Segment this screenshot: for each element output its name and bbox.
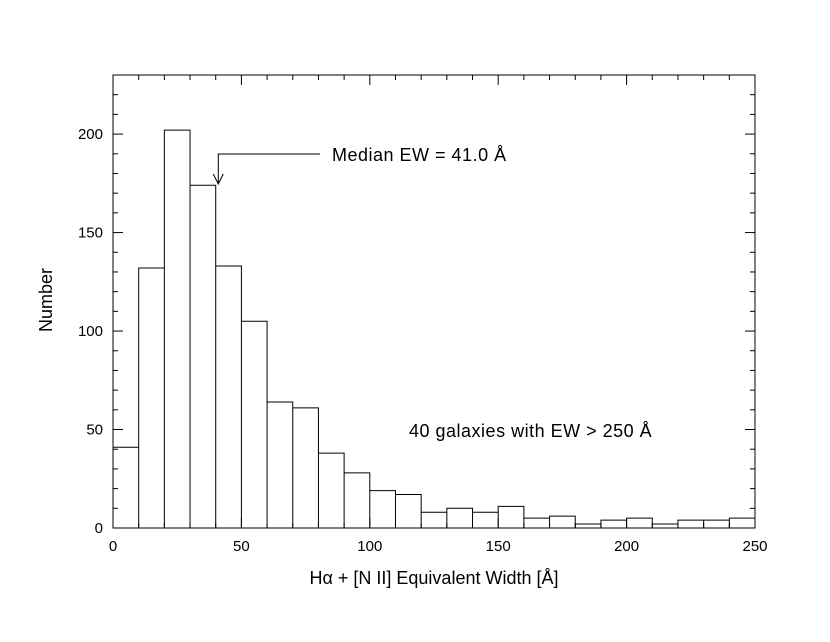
axis-ticks [112,74,756,529]
histogram-bar [550,516,576,528]
histogram-bar [627,518,653,528]
x-axis-label: Hα + [N II] Equivalent Width [Å] [309,568,558,588]
histogram-bar [190,185,216,528]
plot-frame [112,74,756,529]
x-tick-labels: 0 50 100 150 200 250 [109,538,768,555]
histogram-bar [421,512,447,528]
histogram-bar [601,520,627,528]
histogram-bar [678,520,704,528]
x-tick-label: 150 [486,538,511,555]
y-axis-label: Number [36,268,56,332]
histogram-bar [473,512,499,528]
histogram-bar [652,524,678,528]
x-tick-label: 50 [233,538,250,555]
histogram-bar [498,506,524,528]
histogram-bar [575,524,601,528]
x-tick-label: 250 [742,538,767,555]
histogram-bar [113,447,139,528]
x-tick-label: 200 [614,538,639,555]
outlier-annotation: 40 galaxies with EW > 250 Å [409,421,652,441]
histogram-bars [113,130,755,528]
histogram-bar [318,453,344,528]
histogram-bar [447,508,473,528]
histogram-bar [524,518,550,528]
histogram-bar [344,473,370,528]
x-tick-label: 100 [357,538,382,555]
y-tick-label: 100 [78,323,103,340]
y-tick-label: 200 [78,126,103,143]
histogram-bar [139,268,165,528]
y-tick-label: 150 [78,225,103,242]
y-tick-labels: 0 50 100 150 200 [78,126,103,537]
x-tick-label: 0 [109,538,117,555]
histogram-bar [370,491,396,528]
histogram-bar [216,266,242,528]
histogram-bar [729,518,755,528]
histogram-outline [112,129,755,525]
histogram-bar [164,130,190,528]
median-arrow [212,153,320,186]
median-annotation: Median EW = 41.0 Å [332,145,507,165]
histogram-bar [293,408,319,528]
y-tick-label: 0 [95,520,103,537]
histogram-bar [241,321,267,528]
histogram-bar [395,495,421,528]
histogram-bar [704,520,730,528]
histogram-bar [267,402,293,528]
y-tick-label: 50 [86,422,103,439]
